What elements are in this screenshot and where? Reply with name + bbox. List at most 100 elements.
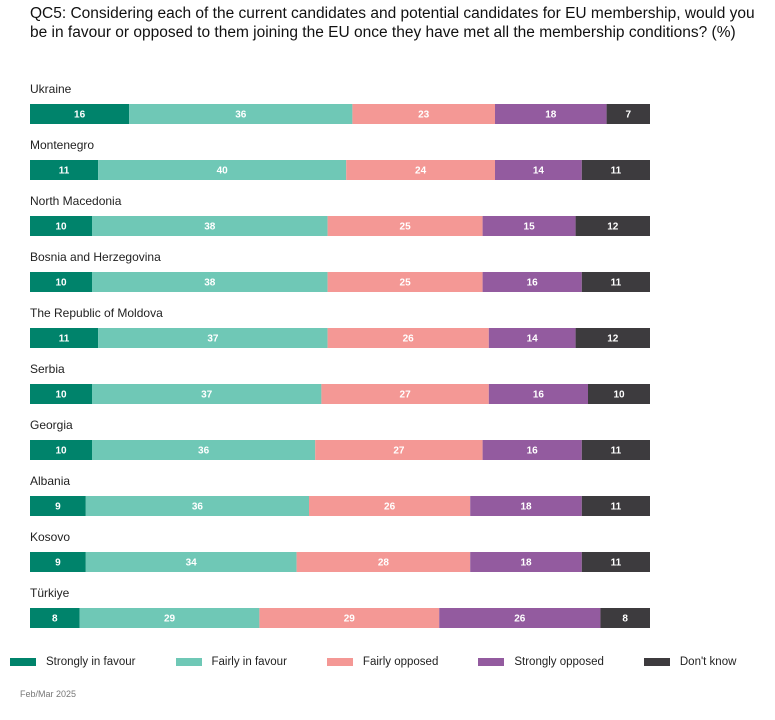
value-label-bosnia-and-herzegovina-fairly-opposed: 25	[400, 278, 412, 289]
chart-title: QC5: Considering each of the current can…	[30, 5, 755, 41]
bar-bosnia-and-herzegovina-don-t-know	[581, 272, 650, 292]
value-label-north-macedonia-strongly-in-favour: 10	[55, 222, 67, 233]
bar-serbia-don-t-know	[588, 384, 650, 404]
category-label-montenegro: Montenegro	[30, 138, 94, 152]
category-label-serbia: Serbia	[30, 362, 65, 376]
bar-the-republic-of-moldova-fairly-in-favour	[98, 328, 328, 348]
value-label-ukraine-strongly-in-favour: 16	[74, 110, 86, 121]
value-label-the-republic-of-moldova-strongly-in-favour: 11	[59, 334, 70, 345]
value-label-montenegro-strongly-opposed: 14	[533, 166, 545, 177]
legend-label: Strongly in favour	[46, 656, 136, 668]
value-label-bosnia-and-herzegovina-don-t-know: 11	[611, 278, 622, 289]
value-label-ukraine-strongly-opposed: 18	[545, 110, 557, 121]
value-label-north-macedonia-strongly-opposed: 15	[524, 222, 536, 233]
bar-kosovo-don-t-know	[581, 552, 650, 572]
value-label-the-republic-of-moldova-fairly-opposed: 26	[403, 334, 415, 345]
value-label-t-rkiye-strongly-in-favour: 8	[52, 614, 58, 625]
bar-north-macedonia-don-t-know	[575, 216, 650, 236]
value-label-kosovo-fairly-opposed: 28	[378, 558, 390, 569]
bar-bosnia-and-herzegovina-fairly-opposed	[327, 272, 483, 292]
value-label-georgia-fairly-opposed: 27	[393, 446, 405, 457]
legend-swatch	[10, 658, 36, 666]
category-label-ukraine: Ukraine	[30, 82, 72, 96]
value-label-t-rkiye-don-t-know: 8	[622, 614, 628, 625]
bar-kosovo-fairly-in-favour	[85, 552, 297, 572]
bar-albania-strongly-opposed	[470, 496, 582, 516]
value-label-serbia-fairly-opposed: 27	[400, 390, 412, 401]
bar-the-republic-of-moldova-don-t-know	[575, 328, 650, 348]
value-label-georgia-strongly-in-favour: 10	[55, 446, 67, 457]
bar-georgia-strongly-opposed	[482, 440, 582, 460]
value-label-the-republic-of-moldova-don-t-know: 12	[607, 334, 619, 345]
stacked-bar-chart: Ukraine 16 36 23 18 7 Montenegro 11 40 24 14 11 Nort…	[30, 82, 650, 628]
bar-serbia-strongly-in-favour	[30, 384, 92, 404]
bar-albania-fairly-opposed	[309, 496, 471, 516]
value-label-kosovo-strongly-opposed: 18	[520, 558, 532, 569]
legend-label: Fairly in favour	[211, 656, 287, 668]
category-label-bosnia-and-herzegovina: Bosnia and Herzegovina	[30, 250, 161, 264]
bar-georgia-fairly-in-favour	[92, 440, 316, 460]
category-label-albania: Albania	[30, 474, 70, 488]
bar-georgia-don-t-know	[581, 440, 650, 460]
legend-label: Strongly opposed	[514, 656, 604, 668]
bar-albania-fairly-in-favour	[85, 496, 309, 516]
bar-serbia-strongly-opposed	[488, 384, 588, 404]
bar-kosovo-strongly-opposed	[470, 552, 582, 572]
legend-swatch	[478, 658, 505, 666]
value-label-bosnia-and-herzegovina-strongly-opposed: 16	[527, 278, 539, 289]
bar-albania-strongly-in-favour	[30, 496, 86, 516]
bar-serbia-fairly-in-favour	[92, 384, 322, 404]
value-label-t-rkiye-fairly-in-favour: 29	[164, 614, 176, 625]
value-label-kosovo-strongly-in-favour: 9	[55, 558, 61, 569]
value-label-kosovo-fairly-in-favour: 34	[186, 558, 198, 569]
bar-north-macedonia-strongly-in-favour	[30, 216, 92, 236]
value-label-georgia-don-t-know: 11	[611, 446, 622, 457]
bar-ukraine-fairly-in-favour	[129, 104, 353, 124]
legend: Strongly in favour Fairly in favour Fairly…	[10, 656, 736, 668]
legend-label: Don't know	[679, 656, 737, 668]
value-label-bosnia-and-herzegovina-fairly-in-favour: 38	[204, 278, 216, 289]
legend-item-fairly-in-favour: Fairly in favour	[175, 656, 287, 668]
bar-the-republic-of-moldova-strongly-opposed	[488, 328, 576, 348]
legend-label: Fairly opposed	[362, 656, 439, 668]
bar-georgia-strongly-in-favour	[30, 440, 92, 460]
value-label-albania-fairly-opposed: 26	[384, 502, 396, 513]
bar-t-rkiye-strongly-in-favour	[30, 608, 80, 628]
bar-north-macedonia-strongly-opposed	[482, 216, 576, 236]
value-label-serbia-don-t-know: 10	[613, 390, 625, 401]
value-label-serbia-fairly-in-favour: 37	[201, 390, 213, 401]
value-label-bosnia-and-herzegovina-strongly-in-favour: 10	[55, 278, 67, 289]
value-label-montenegro-fairly-opposed: 24	[415, 166, 427, 177]
value-label-albania-fairly-in-favour: 36	[192, 502, 204, 513]
bar-montenegro-strongly-in-favour	[30, 160, 99, 180]
bar-bosnia-and-herzegovina-strongly-opposed	[482, 272, 582, 292]
category-label-kosovo: Kosovo	[30, 530, 70, 544]
bar-north-macedonia-fairly-opposed	[327, 216, 483, 236]
value-label-serbia-strongly-in-favour: 10	[55, 390, 67, 401]
legend-swatch	[175, 658, 202, 666]
bar-north-macedonia-fairly-in-favour	[92, 216, 328, 236]
value-label-georgia-fairly-in-favour: 36	[198, 446, 210, 457]
bar-ukraine-don-t-know	[606, 104, 650, 124]
legend-swatch	[326, 658, 353, 666]
value-label-the-republic-of-moldova-strongly-opposed: 14	[527, 334, 539, 345]
bar-kosovo-strongly-in-favour	[30, 552, 86, 572]
category-label-north-macedonia: North Macedonia	[30, 194, 122, 208]
value-label-north-macedonia-fairly-opposed: 25	[400, 222, 412, 233]
value-label-albania-strongly-opposed: 18	[520, 502, 532, 513]
value-label-georgia-strongly-opposed: 16	[527, 446, 539, 457]
bar-montenegro-strongly-opposed	[495, 160, 582, 180]
bar-montenegro-fairly-in-favour	[98, 160, 347, 180]
value-label-the-republic-of-moldova-fairly-in-favour: 37	[207, 334, 219, 345]
legend-swatch	[643, 658, 670, 666]
value-label-north-macedonia-don-t-know: 12	[607, 222, 619, 233]
value-label-albania-strongly-in-favour: 9	[55, 502, 61, 513]
category-label-georgia: Georgia	[30, 418, 73, 432]
bar-bosnia-and-herzegovina-strongly-in-favour	[30, 272, 92, 292]
value-label-albania-don-t-know: 11	[611, 502, 622, 513]
value-label-t-rkiye-fairly-opposed: 29	[344, 614, 356, 625]
legend-item-fairly-opposed: Fairly opposed	[326, 656, 439, 668]
value-label-kosovo-don-t-know: 11	[611, 558, 622, 569]
value-label-ukraine-fairly-in-favour: 36	[235, 110, 247, 121]
value-label-north-macedonia-fairly-in-favour: 38	[204, 222, 216, 233]
